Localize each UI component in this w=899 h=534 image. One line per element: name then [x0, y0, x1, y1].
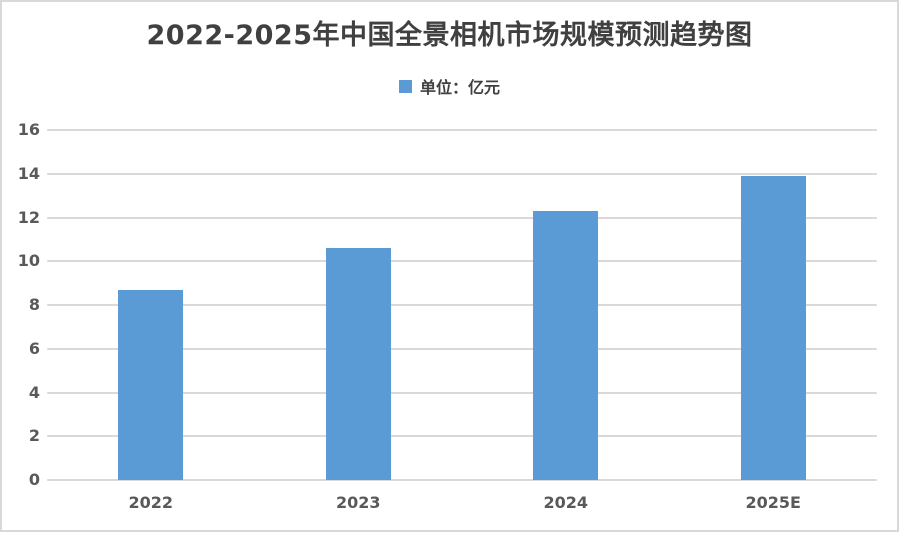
gridline [47, 260, 877, 263]
bar-2024 [533, 210, 599, 480]
legend: 单位：亿元 [2, 74, 897, 97]
bar-2023 [325, 248, 391, 480]
bar-2022 [118, 289, 184, 480]
bar-2025E [740, 175, 806, 480]
gridline [47, 129, 877, 131]
x-tick-label: 2022 [128, 493, 174, 512]
x-tick-label: 2025E [745, 493, 801, 512]
gridline [47, 391, 877, 394]
y-tick-label: 0 [28, 470, 40, 489]
gridline [47, 216, 877, 219]
y-tick-label: 6 [28, 338, 40, 358]
gridline [47, 172, 877, 175]
x-tick-label: 2024 [543, 493, 589, 512]
gridline [47, 435, 877, 438]
gridline [47, 304, 877, 306]
y-tick-label: 14 [17, 163, 40, 183]
x-tick-label: 2023 [335, 493, 381, 512]
y-tick-label: 8 [28, 295, 40, 314]
legend-square-icon [398, 79, 412, 93]
chart-title: 2022-2025年中国全景相机市场规模预测趋势图 [146, 20, 753, 51]
legend-label: 单位：亿元 [419, 78, 500, 97]
y-tick-label: 12 [17, 207, 40, 227]
y-tick-label: 4 [28, 382, 40, 402]
y-tick-label: 2 [28, 426, 40, 446]
y-tick-label: 10 [17, 251, 40, 271]
y-tick-label: 16 [17, 120, 40, 139]
gridline [47, 347, 877, 350]
gridline [47, 479, 877, 481]
